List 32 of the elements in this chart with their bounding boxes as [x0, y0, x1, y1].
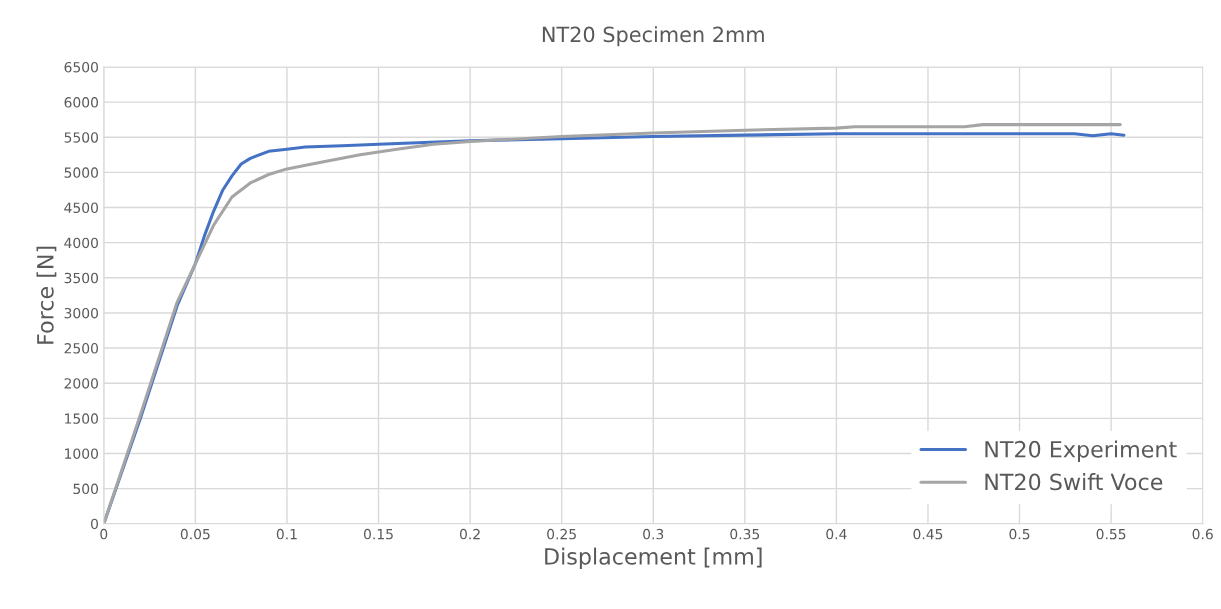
- y-tick-label: 4500: [64, 202, 98, 213]
- y-tick-label: 0: [91, 518, 98, 530]
- y-axis-title: Force [N]: [36, 246, 57, 344]
- x-tick-label: 0.6: [1192, 528, 1213, 540]
- legend-label: NT20 Experiment: [985, 440, 1177, 462]
- x-tick-label: 0.35: [730, 528, 760, 540]
- y-tick-label: 6000: [64, 97, 98, 108]
- legend-label: NT20 Swift Voce: [985, 473, 1163, 491]
- chart-title: NT20 Specimen 2mm: [542, 26, 764, 47]
- x-tick-label: 0.1: [276, 528, 297, 540]
- x-axis-title: Displacement [mm]: [545, 547, 762, 570]
- y-tick-label: 5500: [64, 132, 98, 143]
- y-tick-label: 500: [73, 483, 98, 495]
- x-tick-label: 0.45: [913, 528, 943, 540]
- x-tick-label: 0.05: [180, 528, 210, 540]
- x-tick-label: 0.3: [643, 528, 664, 540]
- y-tick-label: 3000: [64, 307, 98, 319]
- y-tick-label: 1000: [65, 448, 98, 459]
- y-tick-label: 2000: [64, 378, 98, 389]
- x-tick-label: 0.15: [363, 528, 393, 540]
- y-tick-label: 4000: [64, 237, 98, 249]
- x-tick-label: 0: [100, 528, 108, 540]
- y-tick-label: 1500: [65, 413, 98, 424]
- y-tick-label: 2500: [64, 343, 98, 354]
- x-tick-label: 0.55: [1096, 528, 1126, 540]
- y-tick-label: 5000: [64, 167, 98, 178]
- x-tick-label: 0.25: [547, 528, 576, 540]
- x-tick-label: 0.5: [1009, 528, 1030, 540]
- x-tick-label: 0.2: [459, 528, 480, 540]
- y-tick-label: 3500: [64, 272, 98, 284]
- x-tick-label: 0.4: [826, 528, 847, 540]
- y-tick-label: 6500: [64, 61, 98, 73]
